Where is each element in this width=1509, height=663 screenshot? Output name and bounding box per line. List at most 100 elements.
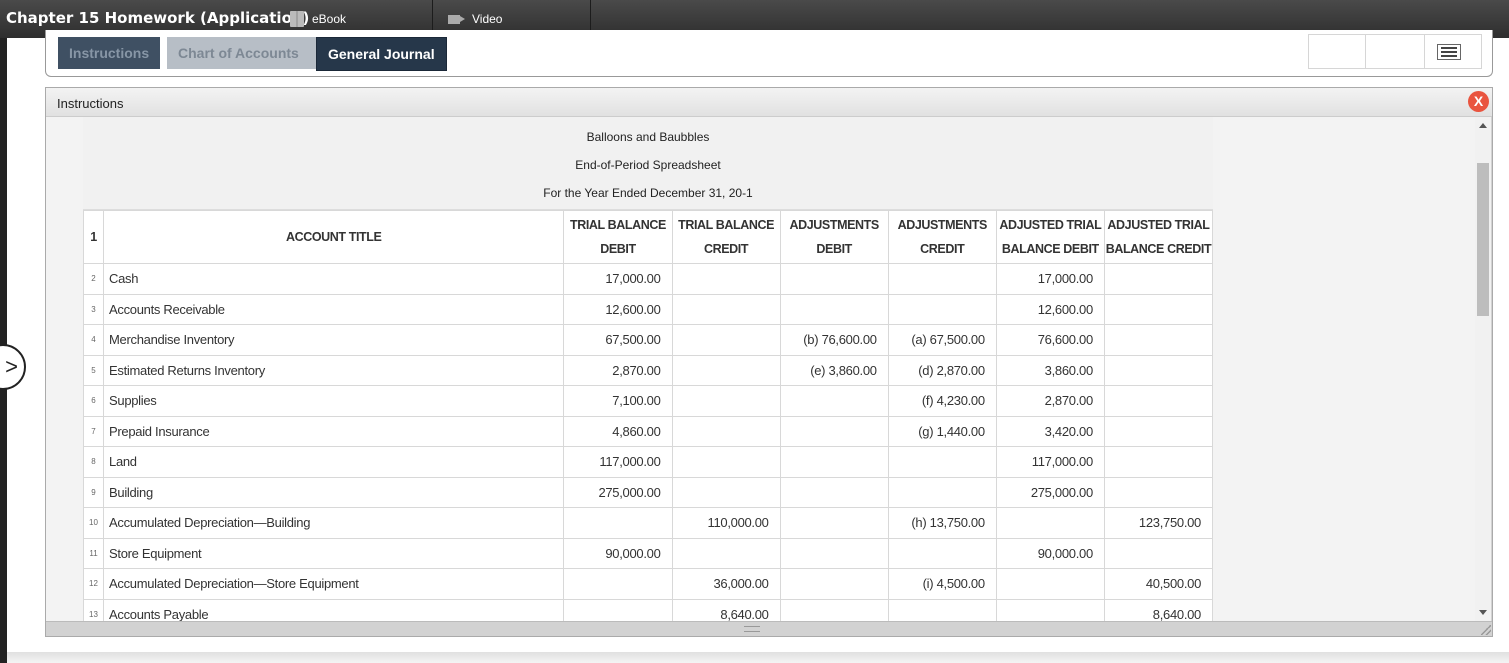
instructions-dialog: Instructions X Balloons and Baubbles End… bbox=[45, 87, 1493, 637]
amount-cell-adj-dr bbox=[779, 293, 889, 325]
table-row: 5 Estimated Returns Inventory 2,870.00 (e) … bbox=[82, 354, 1214, 386]
resize-grip-icon[interactable] bbox=[744, 626, 760, 632]
menu-button[interactable] bbox=[1424, 34, 1482, 69]
amount-cell-adj-dr: (e) 3,860.00 bbox=[779, 354, 889, 386]
amount-cell-adj-dr bbox=[779, 568, 889, 600]
amount-cell-tb-dr: 275,000.00 bbox=[563, 476, 673, 508]
vertical-scrollbar[interactable] bbox=[1475, 117, 1491, 621]
row-number: 8 bbox=[82, 446, 105, 478]
amount-cell-adj-dr bbox=[779, 415, 889, 447]
table-header-row: 1 ACCOUNT TITLE TRIAL BALANCE DEBIT TRIAL… bbox=[82, 210, 1214, 264]
book-icon bbox=[290, 11, 304, 27]
amount-cell-atb-cr bbox=[1103, 537, 1214, 569]
table-row: 9 Building 275,000.00 275,000.00 bbox=[82, 476, 1214, 508]
amount-cell-tb-dr: 117,000.00 bbox=[563, 446, 673, 478]
col-trial-balance-credit: TRIAL BALANCE CREDIT bbox=[671, 210, 781, 264]
amount-cell-tb-cr: 110,000.00 bbox=[671, 507, 781, 539]
amount-cell-adj-cr bbox=[887, 598, 997, 621]
amount-cell-tb-dr: 4,860.00 bbox=[563, 415, 673, 447]
bottom-band bbox=[7, 652, 1509, 663]
spreadsheet-heading: Balloons and Baubbles End-of-Period Spre… bbox=[83, 117, 1213, 210]
dialog-title: Instructions bbox=[46, 88, 1492, 117]
amount-cell-atb-cr bbox=[1103, 415, 1214, 447]
amount-cell-adj-dr bbox=[779, 507, 889, 539]
account-title-cell: Accounts Payable bbox=[103, 598, 565, 621]
table-row: 6 Supplies 7,100.00 (f) 4,230.00 2,870.00 bbox=[82, 385, 1214, 417]
ebook-label: eBook bbox=[312, 12, 347, 26]
table-row: 3 Accounts Receivable 12,600.00 12,600.00 bbox=[82, 293, 1214, 325]
dialog-footer bbox=[46, 621, 1492, 636]
menu-icon bbox=[1437, 44, 1461, 60]
amount-cell-tb-dr bbox=[563, 568, 673, 600]
account-title-cell: Accumulated Depreciation—Building bbox=[103, 507, 565, 539]
close-icon[interactable]: X bbox=[1468, 91, 1489, 112]
amount-cell-adj-dr: (b) 76,600.00 bbox=[779, 324, 889, 356]
amount-cell-adj-cr: (g) 1,440.00 bbox=[887, 415, 997, 447]
amount-cell-tb-dr bbox=[563, 507, 673, 539]
scroll-down-icon[interactable] bbox=[1479, 610, 1487, 615]
row-number: 13 bbox=[82, 598, 105, 621]
scroll-up-icon[interactable] bbox=[1479, 123, 1487, 128]
amount-cell-atb-dr: 3,420.00 bbox=[995, 415, 1105, 447]
table-row: 11 Store Equipment 90,000.00 90,000.00 bbox=[82, 537, 1214, 569]
amount-cell-atb-cr bbox=[1103, 263, 1214, 295]
spreadsheet-table: 1 ACCOUNT TITLE TRIAL BALANCE DEBIT TRIAL… bbox=[82, 210, 1214, 621]
amount-cell-atb-dr: 76,600.00 bbox=[995, 324, 1105, 356]
amount-cell-tb-cr bbox=[671, 324, 781, 356]
amount-cell-atb-cr bbox=[1103, 385, 1214, 417]
amount-cell-atb-cr: 123,750.00 bbox=[1103, 507, 1214, 539]
report-period: For the Year Ended December 31, 20-1 bbox=[543, 186, 753, 200]
row-number: 11 bbox=[82, 537, 105, 569]
resize-corner-icon[interactable] bbox=[1481, 625, 1491, 635]
row-number: 4 bbox=[82, 324, 105, 356]
spreadsheet: Balloons and Baubbles End-of-Period Spre… bbox=[82, 117, 1214, 621]
amount-cell-atb-dr: 17,000.00 bbox=[995, 263, 1105, 295]
amount-cell-atb-cr: 8,640.00 bbox=[1103, 598, 1214, 621]
amount-cell-adj-cr bbox=[887, 446, 997, 478]
tab-panel: Instructions Chart of Accounts General J… bbox=[45, 30, 1493, 77]
amount-cell-adj-cr: (f) 4,230.00 bbox=[887, 385, 997, 417]
amount-cell-adj-cr bbox=[887, 293, 997, 325]
ebook-button[interactable]: eBook bbox=[290, 0, 433, 38]
amount-cell-tb-cr bbox=[671, 446, 781, 478]
amount-cell-tb-dr: 2,870.00 bbox=[563, 354, 673, 386]
col-adjusted-trial-balance-credit: ADJUSTED TRIAL BALANCE CREDIT bbox=[1103, 210, 1214, 264]
row-number: 3 bbox=[82, 293, 105, 325]
row-number: 5 bbox=[82, 354, 105, 386]
account-title-cell: Land bbox=[103, 446, 565, 478]
col-adjustments-credit: ADJUSTMENTS CREDIT bbox=[887, 210, 997, 264]
amount-cell-atb-dr: 2,870.00 bbox=[995, 385, 1105, 417]
toolbar-blank-button-1[interactable] bbox=[1308, 34, 1366, 69]
tab-general-journal[interactable]: General Journal bbox=[316, 37, 447, 71]
expand-side-button[interactable]: > bbox=[0, 344, 26, 390]
toolbar-blank-button-2[interactable] bbox=[1365, 34, 1425, 69]
tab-chart-of-accounts[interactable]: Chart of Accounts bbox=[167, 37, 316, 69]
amount-cell-atb-cr bbox=[1103, 293, 1214, 325]
video-button[interactable]: Video bbox=[448, 0, 591, 38]
amount-cell-tb-cr: 8,640.00 bbox=[671, 598, 781, 621]
amount-cell-tb-dr: 90,000.00 bbox=[563, 537, 673, 569]
row-number: 1 bbox=[82, 210, 105, 264]
amount-cell-atb-cr: 40,500.00 bbox=[1103, 568, 1214, 600]
tab-instructions[interactable]: Instructions bbox=[58, 37, 161, 69]
scroll-thumb[interactable] bbox=[1477, 163, 1489, 316]
account-title-cell: Store Equipment bbox=[103, 537, 565, 569]
amount-cell-atb-dr: 3,860.00 bbox=[995, 354, 1105, 386]
amount-cell-adj-cr: (h) 13,750.00 bbox=[887, 507, 997, 539]
col-adjustments-debit: ADJUSTMENTS DEBIT bbox=[779, 210, 889, 264]
amount-cell-tb-cr bbox=[671, 263, 781, 295]
amount-cell-adj-cr bbox=[887, 537, 997, 569]
account-title-cell: Accounts Receivable bbox=[103, 293, 565, 325]
table-row: 8 Land 117,000.00 117,000.00 bbox=[82, 446, 1214, 478]
account-title-cell: Supplies bbox=[103, 385, 565, 417]
amount-cell-tb-cr bbox=[671, 293, 781, 325]
amount-cell-atb-cr bbox=[1103, 324, 1214, 356]
row-number: 6 bbox=[82, 385, 105, 417]
row-number: 12 bbox=[82, 568, 105, 600]
table-row: 13 Accounts Payable 8,640.00 8,640.00 bbox=[82, 598, 1214, 621]
company-name: Balloons and Baubbles bbox=[586, 130, 710, 144]
amount-cell-atb-dr: 12,600.00 bbox=[995, 293, 1105, 325]
account-title-cell: Estimated Returns Inventory bbox=[103, 354, 565, 386]
amount-cell-tb-dr: 67,500.00 bbox=[563, 324, 673, 356]
amount-cell-adj-cr: (i) 4,500.00 bbox=[887, 568, 997, 600]
